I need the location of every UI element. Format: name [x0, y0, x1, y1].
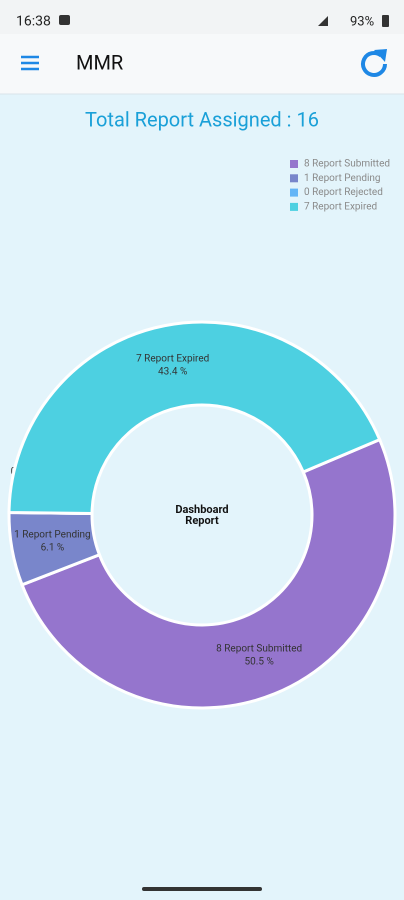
slice-value-label: 50.5 %	[245, 656, 274, 667]
legend-label: 0 Report Rejected	[304, 187, 383, 198]
status-time: 16:38	[16, 14, 51, 30]
legend-label: 1 Report Pending	[304, 173, 381, 184]
signal-icon	[318, 16, 328, 26]
donut-slice	[7, 320, 382, 516]
slice-label: 1 Report Pending	[14, 530, 91, 541]
legend-swatch	[290, 202, 298, 211]
legend-swatch	[290, 188, 298, 197]
donut-chart: 8 Report Submitted 50.5 % 1 Report Pending…	[7, 159, 397, 710]
slice-label: 8 Report Submitted	[216, 643, 302, 654]
chart-title: Total Report Assigned : 16	[85, 107, 319, 131]
refresh-button[interactable]	[361, 49, 387, 77]
status-battery: 93%	[350, 14, 374, 29]
app-bar	[0, 34, 404, 94]
slice-label: 7 Report Expired	[136, 353, 209, 364]
legend-swatch	[290, 160, 298, 168]
app-title: MMR	[76, 50, 123, 74]
status-icon	[59, 15, 70, 25]
donut-slice	[20, 437, 397, 710]
center-label: Dashboard	[175, 503, 228, 516]
slice-value-label: 6.1 %	[41, 543, 65, 554]
home-indicator	[142, 887, 262, 891]
legend-label: 7 Report Expired	[304, 202, 377, 213]
menu-button[interactable]	[21, 55, 39, 71]
center-label: Report	[185, 514, 219, 527]
legend-swatch	[290, 174, 298, 183]
legend-label: 8 Report Submitted	[304, 159, 390, 170]
battery-icon	[382, 15, 389, 27]
slice-value-label: 43.4 %	[158, 366, 187, 377]
